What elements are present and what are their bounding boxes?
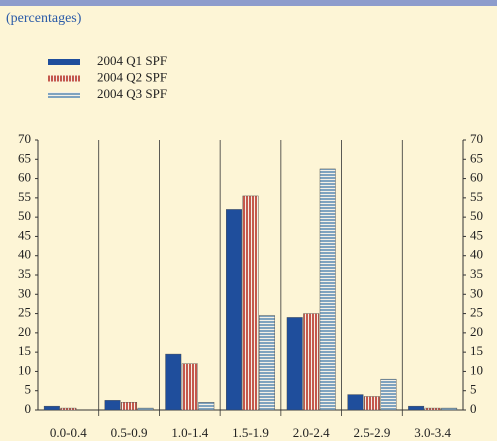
bar — [286, 317, 303, 411]
bar — [303, 313, 320, 411]
y2-tick-label: 55 — [470, 189, 483, 204]
x-tick-label: 0.5-0.9 — [111, 425, 148, 440]
bar — [198, 402, 215, 411]
bar — [441, 407, 458, 411]
bar — [408, 405, 425, 411]
y2-tick-label: 30 — [470, 285, 483, 300]
bar — [43, 405, 60, 411]
bar — [424, 407, 441, 411]
y-tick-label: 5 — [25, 382, 32, 397]
y-tick-label: 55 — [18, 189, 31, 204]
legend-label: 2004 Q1 SPF — [97, 53, 167, 68]
x-tick-label: 2.5-2.9 — [354, 425, 391, 440]
bar — [60, 407, 77, 411]
x-tick-label: 3.0-3.4 — [414, 425, 451, 440]
y2-tick-label: 35 — [470, 266, 483, 281]
legend-swatch — [48, 59, 80, 65]
y2-tick-label: 60 — [470, 170, 483, 185]
x-tick-label: 2.0-2.4 — [293, 425, 330, 440]
y2-tick-label: 0 — [470, 401, 477, 416]
x-tick-label: 1.0-1.4 — [171, 425, 208, 440]
y2-tick-label: 10 — [470, 362, 483, 377]
y2-tick-label: 45 — [470, 227, 483, 242]
y-tick-label: 60 — [18, 170, 31, 185]
bar — [104, 400, 121, 411]
top-band — [0, 0, 497, 6]
y-tick-label: 45 — [18, 227, 31, 242]
subtitle: (percentages) — [6, 11, 82, 26]
bar — [137, 407, 154, 411]
y-tick-label: 40 — [18, 247, 31, 262]
y-tick-label: 35 — [18, 266, 31, 281]
y-tick-label: 0 — [25, 401, 32, 416]
x-tick-label: 0.0-0.4 — [50, 425, 87, 440]
bar — [226, 209, 242, 411]
legend-label: 2004 Q3 SPF — [97, 86, 167, 101]
bar — [259, 315, 275, 411]
bar — [363, 396, 380, 411]
bar — [165, 353, 182, 411]
y-tick-label: 65 — [18, 150, 31, 165]
legend-swatch — [48, 75, 80, 82]
y2-tick-label: 15 — [470, 343, 483, 358]
x-tick-label: 1.5-1.9 — [232, 425, 269, 440]
bar — [380, 378, 397, 411]
y-tick-label: 70 — [18, 131, 31, 146]
legend-label: 2004 Q2 SPF — [97, 69, 167, 84]
y2-tick-label: 20 — [470, 324, 483, 339]
y-tick-label: 30 — [18, 285, 31, 300]
y-tick-label: 15 — [18, 343, 31, 358]
bar — [347, 394, 364, 411]
y-tick-label: 50 — [18, 208, 31, 223]
y-tick-label: 10 — [18, 362, 31, 377]
y2-tick-label: 40 — [470, 247, 483, 262]
bar — [319, 168, 336, 411]
y-tick-label: 20 — [18, 324, 31, 339]
y-tick-label: 25 — [18, 305, 31, 320]
bar — [181, 363, 198, 411]
bar — [242, 195, 259, 411]
y2-tick-label: 5 — [470, 382, 477, 397]
y2-tick-label: 25 — [470, 305, 483, 320]
bar — [121, 402, 138, 411]
y2-tick-label: 65 — [470, 150, 483, 165]
y2-tick-label: 50 — [470, 208, 483, 223]
legend-swatch — [48, 92, 80, 98]
y2-tick-label: 70 — [470, 131, 483, 146]
